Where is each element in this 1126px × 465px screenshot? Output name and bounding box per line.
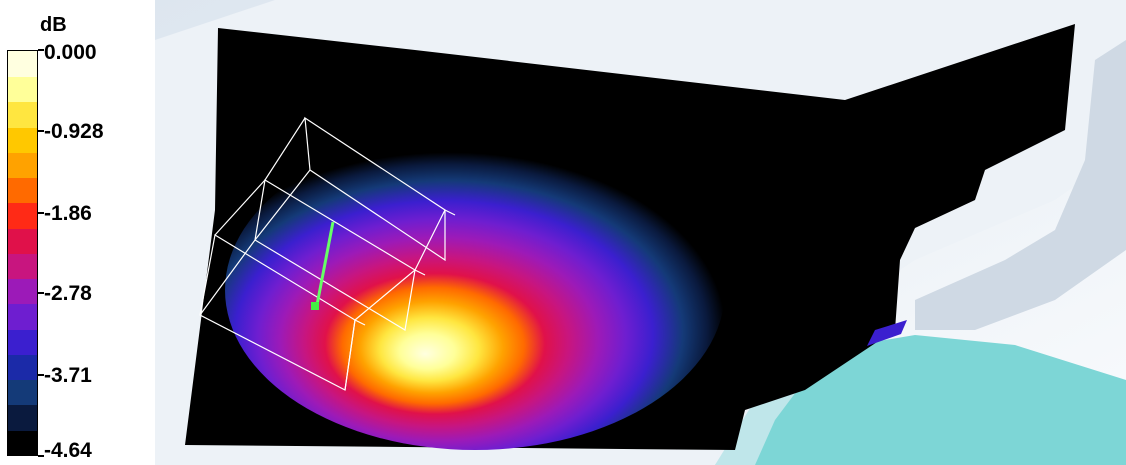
tick-label: -2.78 [44, 282, 92, 306]
aim-point [311, 302, 319, 310]
legend-title: dB [40, 14, 67, 36]
tick-mark [38, 211, 44, 214]
colorbar-band [8, 278, 37, 305]
colorbar-band [8, 354, 37, 380]
tick-label: -3.71 [44, 363, 92, 387]
colorbar-legend: dB 0.000 -0.928 -1.86 -2.78 -3.71 -4.64 [0, 0, 150, 465]
scene-canvas [155, 0, 1126, 465]
tick-label: -4.64 [44, 439, 92, 462]
colorbar-band [8, 101, 37, 128]
colorbar-band [8, 253, 37, 279]
edge-spill [867, 320, 907, 346]
colorbar-band [8, 152, 37, 178]
colorbar-band [8, 303, 37, 330]
colorbar-band [8, 328, 37, 355]
floor-highlight [715, 345, 855, 465]
3d-viewport[interactable] [155, 0, 1126, 465]
aim-indicator [315, 221, 335, 306]
colorbar-band [8, 76, 37, 103]
heatmap-field [225, 130, 725, 450]
tick-mark [38, 49, 44, 51]
tick-mark [38, 130, 44, 133]
room-wall-edge [915, 40, 1126, 330]
tick-mark [38, 292, 44, 295]
colorbar-band [8, 404, 37, 431]
tick-label: -0.928 [44, 120, 104, 144]
tick-label: 0.000 [44, 41, 97, 64]
colorbar-band [8, 177, 37, 204]
colorbar-band [8, 126, 37, 153]
colorbar-band [8, 379, 37, 406]
tick-mark [38, 373, 44, 376]
speaker-array-wireframe [199, 116, 456, 391]
colorbar-band [8, 227, 37, 254]
colorbar-band [8, 51, 37, 77]
tick-label: -1.86 [44, 201, 92, 225]
tick-mark [38, 455, 44, 457]
colorbar [7, 50, 38, 456]
colorbar-band [8, 202, 37, 229]
colorbar-band [8, 429, 37, 456]
